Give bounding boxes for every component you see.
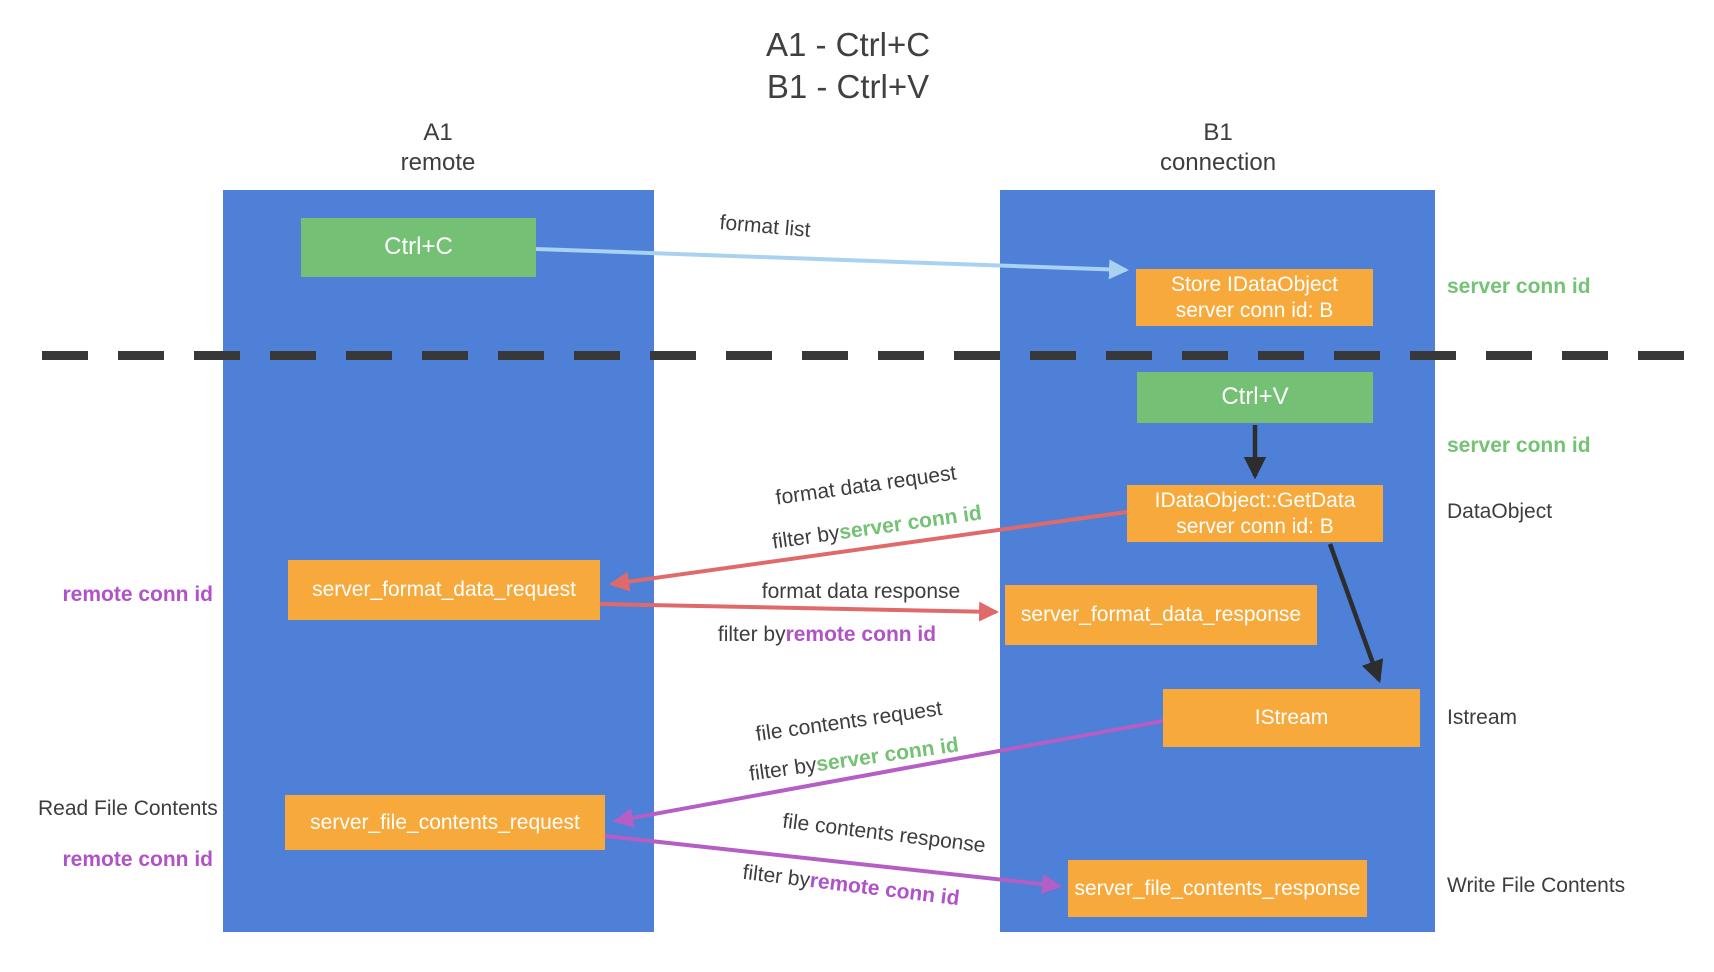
remote-conn-id-text: remote conn id: [785, 623, 937, 646]
ctrl-v-label: Ctrl+V: [1221, 383, 1289, 411]
write-file-contents-label: Write File Contents: [1447, 874, 1626, 897]
format-data-response-edge-label: format data response: [761, 580, 961, 603]
server-format-data-response-node: server_format_data_response: [1005, 585, 1317, 645]
server-format-data-request-label: server_format_data_request: [312, 578, 576, 602]
server-file-contents-request-label: server_file_contents_request: [310, 810, 580, 834]
file-contents-response-filter-label: filter byremote conn id: [741, 860, 961, 911]
store-idataobject-line2: server conn id: B: [1175, 298, 1334, 322]
left-column-id: A1: [423, 119, 453, 146]
server-conn-id-side-label-2: server conn id: [1447, 434, 1591, 457]
server-file-contents-response-node: server_file_contents_response: [1068, 860, 1367, 917]
ctrl-c-label: Ctrl+C: [384, 233, 453, 261]
istream-node: IStream: [1163, 689, 1420, 747]
server-conn-id-text: server conn id: [837, 501, 984, 545]
filter-by-text: filter by: [770, 521, 841, 554]
istream-label: IStream: [1254, 706, 1329, 730]
remote-conn-id-side-label-1: remote conn id: [62, 583, 213, 606]
server-format-data-response-label: server_format_data_response: [1020, 603, 1302, 627]
remote-conn-id-side-label-2: remote conn id: [62, 848, 213, 871]
right-column-role: connection: [1159, 149, 1277, 176]
left-column-role: remote: [400, 149, 476, 176]
format-data-response-arrow: [599, 601, 999, 622]
read-file-contents-label: Read File Contents: [38, 797, 218, 820]
ctrl-v-node: Ctrl+V: [1137, 372, 1373, 423]
filter-by-text: filter by: [717, 623, 786, 646]
server-conn-id-side-label-1: server conn id: [1447, 275, 1591, 298]
getdata-line2: server conn id: B: [1176, 514, 1334, 538]
right-column-header: B1 connection: [1068, 118, 1368, 178]
title-line-2: B1 - Ctrl+V: [766, 68, 930, 106]
left-column-header: A1 remote: [288, 118, 588, 178]
filter-by-text: filter by: [741, 860, 812, 892]
server-file-contents-request-node: server_file_contents_request: [285, 795, 605, 850]
store-idataobject-node: Store IDataObject server conn id: B: [1136, 269, 1373, 326]
phase-separator-dashed-line: [42, 351, 1694, 360]
server-file-contents-response-label: server_file_contents_response: [1074, 876, 1361, 900]
file-contents-response-edge-label: file contents response: [781, 809, 987, 858]
remote-conn-id-text: remote conn id: [808, 869, 961, 911]
server-conn-id-text: server conn id: [814, 733, 961, 777]
diagram-title: A1 - Ctrl+C B1 - Ctrl+V: [618, 24, 1078, 108]
format-list-edge-label: format list: [718, 211, 812, 242]
filter-by-text: filter by: [747, 753, 818, 786]
dataobject-side-label: DataObject: [1447, 500, 1553, 523]
format-data-request-edge-label: format data request: [774, 461, 958, 510]
right-column-id: B1: [1203, 119, 1233, 146]
format-data-response-filter-label: filter byremote conn id: [718, 623, 936, 647]
ctrl-c-node: Ctrl+C: [301, 218, 536, 277]
format-data-request-filter-label: filter byserver conn id: [771, 501, 984, 554]
getdata-node: IDataObject::GetData server conn id: B: [1127, 485, 1383, 542]
istream-side-label: Istream: [1447, 706, 1518, 729]
title-line-1: A1 - Ctrl+C: [765, 26, 931, 63]
server-format-data-request-node: server_format_data_request: [288, 560, 600, 620]
getdata-line1: IDataObject::GetData: [1154, 489, 1356, 513]
store-idataobject-line1: Store IDataObject: [1171, 273, 1338, 297]
